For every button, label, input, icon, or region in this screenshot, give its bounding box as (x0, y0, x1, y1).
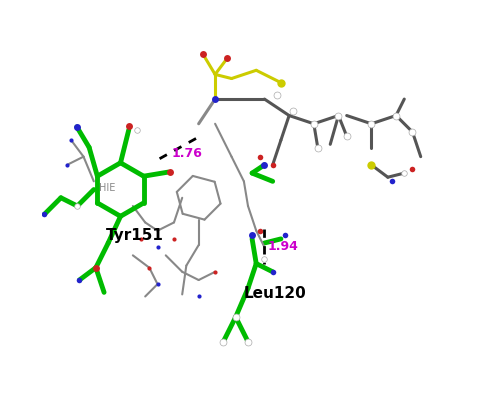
Text: 1.94: 1.94 (268, 240, 299, 253)
Text: HIE: HIE (99, 183, 116, 193)
Text: Tyr151: Tyr151 (106, 228, 164, 243)
Text: 1.76: 1.76 (172, 147, 203, 160)
Text: Leu120: Leu120 (244, 285, 307, 300)
